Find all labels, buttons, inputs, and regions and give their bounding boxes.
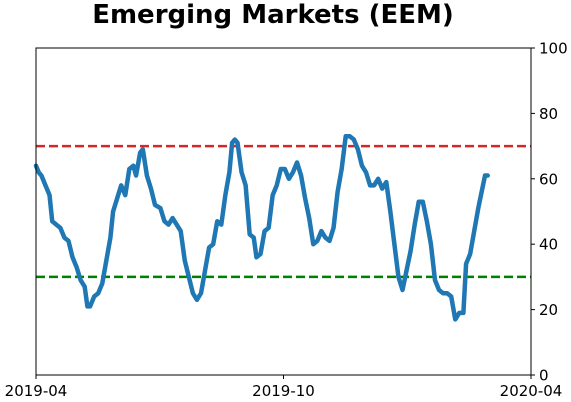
x-tick-label: 2020-04 [500, 382, 563, 400]
y-tick-label: 20 [539, 301, 558, 319]
y-axis-right: 0 20 40 60 80 100 [531, 40, 568, 385]
y-tick-label: 80 [539, 105, 558, 123]
x-tick-label: 2019-10 [252, 382, 315, 400]
series-layer [33, 134, 490, 322]
x-tick-label: 2019-04 [5, 382, 68, 400]
reference-lines [36, 144, 531, 279]
y-tick-label: 100 [539, 40, 568, 58]
x-axis: 2019-04 2019-10 2020-04 [5, 375, 563, 400]
y-tick-label: 60 [539, 170, 558, 188]
series-line-0 [33, 134, 490, 322]
y-tick-label: 40 [539, 236, 558, 254]
y-tick-label: 0 [539, 367, 549, 385]
chart-title: Emerging Markets (EEM) [92, 0, 454, 30]
plot-frame [35, 47, 532, 376]
